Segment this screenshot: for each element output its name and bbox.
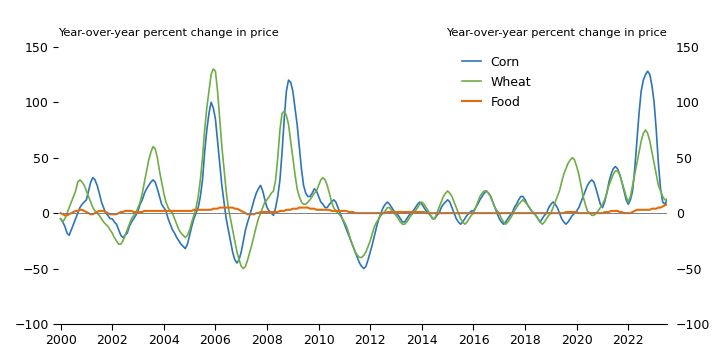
- Food: [665, 201, 674, 205]
- Line: Wheat: Wheat: [61, 69, 687, 269]
- Food: [57, 211, 65, 215]
- Line: Corn: Corn: [61, 71, 687, 269]
- Food: [418, 210, 426, 214]
- Corn: [360, 266, 368, 271]
- Corn: [643, 69, 652, 73]
- Wheat: [682, 202, 691, 206]
- Corn: [676, 198, 684, 202]
- Wheat: [383, 206, 392, 210]
- Food: [676, 204, 684, 209]
- Food: [682, 208, 691, 212]
- Food: [271, 210, 280, 214]
- Legend: Corn, Wheat, Food: Corn, Wheat, Food: [462, 56, 531, 109]
- Wheat: [273, 156, 282, 160]
- Food: [224, 206, 233, 210]
- Corn: [57, 216, 65, 221]
- Wheat: [676, 183, 684, 188]
- Corn: [222, 216, 231, 221]
- Text: Year-over-year percent change in price: Year-over-year percent change in price: [58, 28, 278, 39]
- Food: [220, 206, 228, 210]
- Line: Food: Food: [61, 203, 687, 215]
- Corn: [381, 202, 389, 206]
- Corn: [218, 183, 226, 188]
- Food: [60, 213, 69, 217]
- Wheat: [57, 216, 65, 221]
- Wheat: [224, 206, 233, 210]
- Text: Year-over-year percent change in price: Year-over-year percent change in price: [447, 28, 667, 39]
- Food: [381, 211, 389, 215]
- Wheat: [209, 67, 218, 71]
- Corn: [269, 213, 278, 217]
- Wheat: [239, 266, 248, 271]
- Corn: [682, 208, 691, 212]
- Wheat: [420, 202, 428, 206]
- Wheat: [220, 167, 228, 171]
- Corn: [418, 202, 426, 206]
